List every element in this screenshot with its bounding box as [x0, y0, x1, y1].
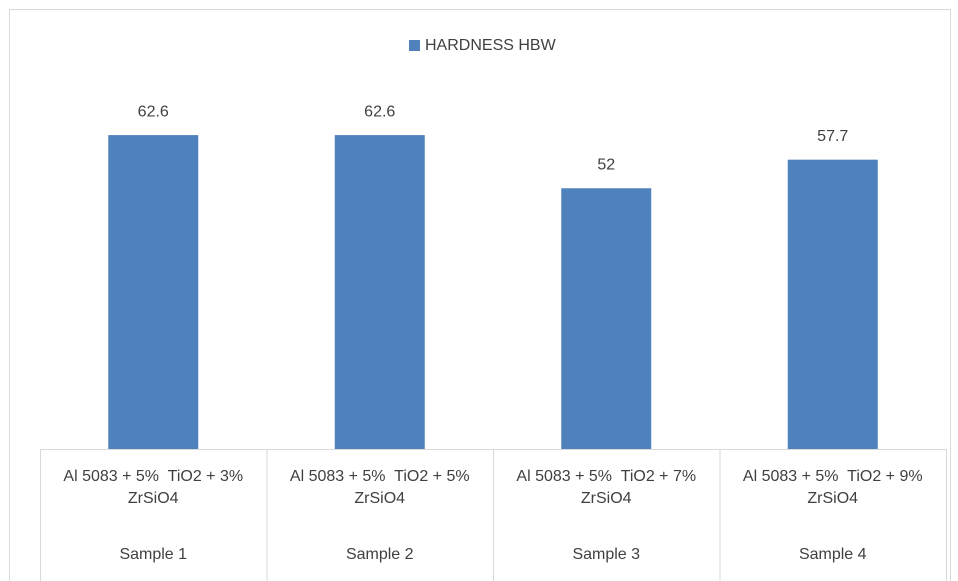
data-label: 62.6 — [138, 103, 169, 120]
data-label: 62.6 — [364, 103, 395, 120]
x-tick-label: Al 5083 + 5% TiO2 + 7% ZrSiO4 — [516, 468, 701, 507]
bar — [787, 159, 878, 449]
bar — [334, 135, 425, 449]
x-tick-label: Al 5083 + 5% TiO2 + 3% ZrSiO4 — [63, 468, 248, 507]
legend-label: HARDNESS HBW — [425, 37, 557, 54]
x-tick-label: Al 5083 + 5% TiO2 + 5% ZrSiO4 — [289, 468, 475, 507]
legend-swatch — [409, 40, 420, 51]
data-label: 57.7 — [817, 128, 848, 145]
chart-frame — [9, 9, 951, 581]
x-tick-label: Al 5083 + 5% TiO2 + 9% ZrSiO4 — [742, 468, 928, 507]
group-label: Sample 3 — [572, 546, 641, 563]
group-label: Sample 1 — [119, 546, 188, 563]
group-label: Sample 2 — [345, 546, 414, 563]
data-label: 52 — [597, 156, 615, 173]
group-label: Sample 4 — [798, 546, 867, 563]
bar — [108, 135, 199, 449]
bar — [561, 188, 652, 449]
